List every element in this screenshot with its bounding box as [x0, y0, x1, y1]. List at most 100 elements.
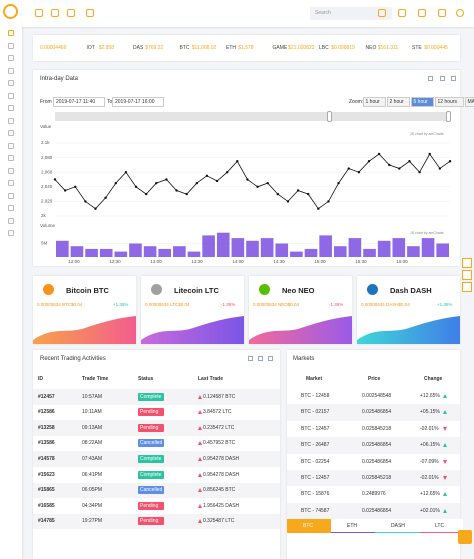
market-change: +05.15%: [420, 409, 440, 416]
last-trade: 0.954278 DASH: [203, 471, 240, 478]
coin-icon: [259, 284, 270, 295]
price-point: [388, 163, 391, 167]
market-name: BTC - 26487: [301, 442, 330, 449]
coin-sparkline: [33, 316, 136, 344]
intraday-chart: Value 2k 2,020 2,040 2,060 2,080 2.1k Volume 5M 1…: [40, 124, 452, 264]
date-input[interactable]: [53, 97, 105, 107]
sidebar-icon[interactable]: [8, 130, 14, 136]
sidebar-icon[interactable]: [8, 55, 14, 61]
search-box[interactable]: [310, 7, 392, 20]
market-name: BTC - 12458: [301, 393, 330, 399]
sidebar-icon[interactable]: [8, 192, 14, 199]
change-arrow: [443, 459, 447, 464]
date-input[interactable]: [112, 97, 164, 107]
table-row[interactable]: [287, 486, 460, 503]
scrollbar[interactable]: [55, 112, 450, 121]
sidebar-icon[interactable]: [8, 230, 14, 236]
scrollbar-handle[interactable]: [446, 111, 451, 122]
trade-id: #13586: [38, 440, 55, 447]
ticker-name: BTC: [179, 45, 190, 51]
ticker-price: $769.22: [145, 45, 164, 51]
table-row[interactable]: [287, 437, 460, 454]
float-button[interactable]: [462, 282, 472, 292]
y-tick-label: 2,040: [41, 184, 53, 189]
last-trade: 3.84572 LTC: [203, 409, 232, 416]
coin-icon: [367, 284, 378, 295]
trade-id: #15623: [38, 471, 55, 478]
market-change: +12.65%: [420, 393, 440, 399]
float-button[interactable]: [458, 530, 472, 544]
zoom-button[interactable]: [435, 97, 464, 107]
top-icon[interactable]: [438, 9, 446, 17]
table-row[interactable]: [287, 420, 460, 438]
sidebar-icon[interactable]: [8, 117, 14, 124]
panel-tool[interactable]: [248, 356, 253, 361]
sidebar-icon[interactable]: [8, 67, 14, 74]
sidebar-icon[interactable]: [8, 155, 14, 161]
panel-tool[interactable]: [451, 76, 456, 81]
to-label: To: [107, 99, 113, 105]
market-tab[interactable]: [419, 519, 463, 533]
sidebar-icon[interactable]: [8, 217, 14, 224]
table-row[interactable]: [287, 388, 460, 405]
top-icon[interactable]: [35, 9, 43, 17]
float-button[interactable]: [462, 258, 472, 268]
table-row[interactable]: [287, 470, 460, 487]
sidebar-icon[interactable]: [8, 30, 14, 36]
logo[interactable]: [3, 4, 18, 19]
trade-arrow: [198, 503, 202, 508]
panel-tool[interactable]: [440, 76, 445, 81]
price-point: [337, 181, 340, 185]
market-tab[interactable]: [375, 519, 419, 533]
coin-card[interactable]: [357, 276, 460, 344]
zoom-button[interactable]: [387, 97, 410, 107]
table-row[interactable]: [287, 502, 460, 520]
sidebar-icon[interactable]: [8, 42, 14, 49]
top-icon[interactable]: [398, 9, 406, 17]
top-icon[interactable]: [67, 9, 75, 17]
ticker-bar: [33, 35, 460, 61]
top-icon[interactable]: [51, 9, 59, 17]
top-icon[interactable]: [86, 9, 94, 17]
sidebar-icon[interactable]: [8, 167, 14, 174]
column-header: ID: [38, 376, 43, 382]
sidebar-icon[interactable]: [8, 92, 14, 99]
sidebar-icon[interactable]: [8, 142, 14, 149]
top-icon[interactable]: [418, 9, 426, 17]
status-badge: [138, 439, 164, 448]
top-icon[interactable]: [378, 9, 386, 17]
price-point: [195, 181, 198, 185]
sidebar-icon[interactable]: [8, 105, 14, 111]
price-point: [398, 167, 401, 170]
float-button[interactable]: [462, 270, 472, 280]
zoom-button[interactable]: [363, 97, 386, 107]
ticker-price: $0.000445: [424, 45, 448, 51]
top-icon[interactable]: [456, 9, 464, 17]
column-header: Status: [138, 376, 154, 382]
sidebar-icon[interactable]: [8, 180, 14, 186]
ticker-price: $21.020823: [288, 45, 315, 51]
coin-icon: [43, 284, 54, 295]
market-tab[interactable]: [287, 519, 331, 533]
price-point: [236, 160, 239, 163]
table-row[interactable]: [287, 453, 460, 470]
y-tick-label: 2,080: [41, 155, 53, 160]
ticker-price: $11,008.02: [191, 45, 217, 51]
sidebar-icon[interactable]: [8, 80, 14, 86]
table-row[interactable]: [287, 404, 460, 421]
coin-change: +1.35%: [437, 302, 453, 307]
sidebar-icon[interactable]: [8, 205, 14, 211]
panel-tool[interactable]: [258, 356, 263, 361]
zoom-option: 5 hour: [413, 99, 428, 105]
trade-time: 06:05PM: [82, 487, 103, 494]
panel-tool[interactable]: [428, 76, 433, 81]
price-point: [377, 152, 381, 156]
zoom-button[interactable]: [411, 97, 434, 107]
coin-card[interactable]: [249, 276, 352, 344]
scrollbar-handle[interactable]: [327, 111, 332, 122]
market-tab[interactable]: [331, 519, 375, 533]
zoom-button[interactable]: [465, 97, 474, 107]
price-point: [317, 207, 320, 210]
panel-tool[interactable]: [268, 356, 273, 361]
